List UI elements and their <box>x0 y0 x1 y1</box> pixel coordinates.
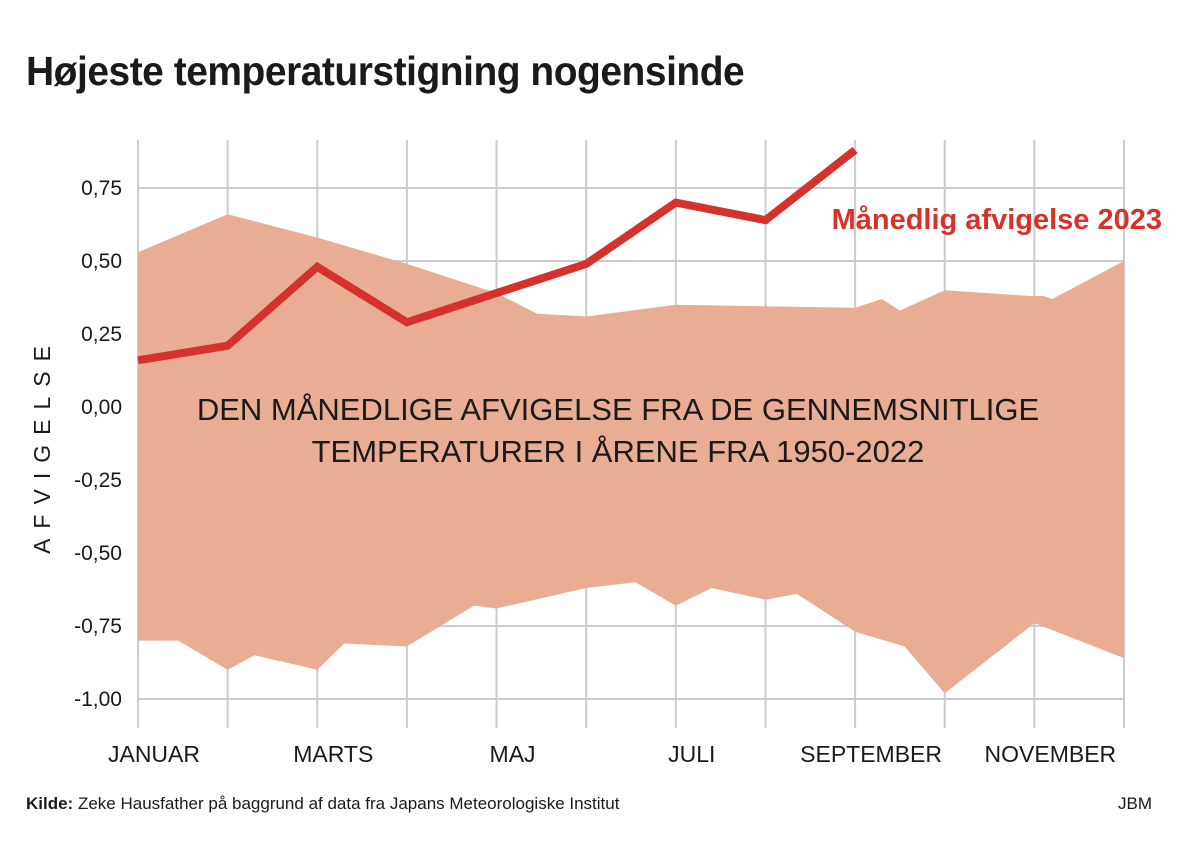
credit: JBM <box>1118 794 1152 813</box>
source-label: Kilde: <box>26 794 74 813</box>
x-tick-label: SEPTEMBER <box>800 741 942 767</box>
source-note: Kilde: Zeke Hausfather på baggrund af da… <box>26 794 619 814</box>
y-tick-label: -0,75 <box>74 615 122 638</box>
band-label-line: DEN MÅNEDLIGE AFVIGELSE FRA DE GENNEMSNI… <box>197 392 1039 427</box>
chart-title: Højeste temperaturstigning nogensinde <box>26 48 745 94</box>
y-axis-label: AFVIGELSE <box>29 336 55 554</box>
y-tick-label: -0,50 <box>74 542 122 565</box>
series-line <box>137 146 858 365</box>
y-tick-label: -0,25 <box>74 469 122 492</box>
x-tick-label: JULI <box>668 741 715 767</box>
y-tick-label: 0,50 <box>81 250 122 273</box>
y-tick-label: 0,75 <box>81 177 122 200</box>
x-tick-label: MARTS <box>293 741 373 767</box>
y-tick-label: 0,00 <box>81 396 122 419</box>
x-tick-label: MAJ <box>490 741 536 767</box>
x-tick-label: JANUAR <box>108 741 200 767</box>
band-label-line: TEMPERATURER I ÅRENE FRA 1950-2022 <box>312 434 925 469</box>
series-label: Månedlig afvigelse 2023 <box>832 204 1162 236</box>
range-band-area <box>138 214 1124 694</box>
source-text: Zeke Hausfather på baggrund af data fra … <box>77 794 620 813</box>
y-tick-label: -1,00 <box>74 688 122 711</box>
band-label: DEN MÅNEDLIGE AFVIGELSE FRA DE GENNEMSNI… <box>197 392 1039 469</box>
y-tick-label: 0,25 <box>81 323 122 346</box>
range-band <box>138 214 1124 694</box>
x-axis-ticks: JANUAR MARTS MAJ JULI SEPTEMBER NOVEMBER <box>108 741 1116 767</box>
y-axis-ticks: 0,75 0,50 0,25 0,00 -0,25 -0,50 -0,75 -1,00 <box>74 177 122 711</box>
x-tick-label: NOVEMBER <box>985 741 1117 767</box>
series-line-layer <box>137 146 858 365</box>
